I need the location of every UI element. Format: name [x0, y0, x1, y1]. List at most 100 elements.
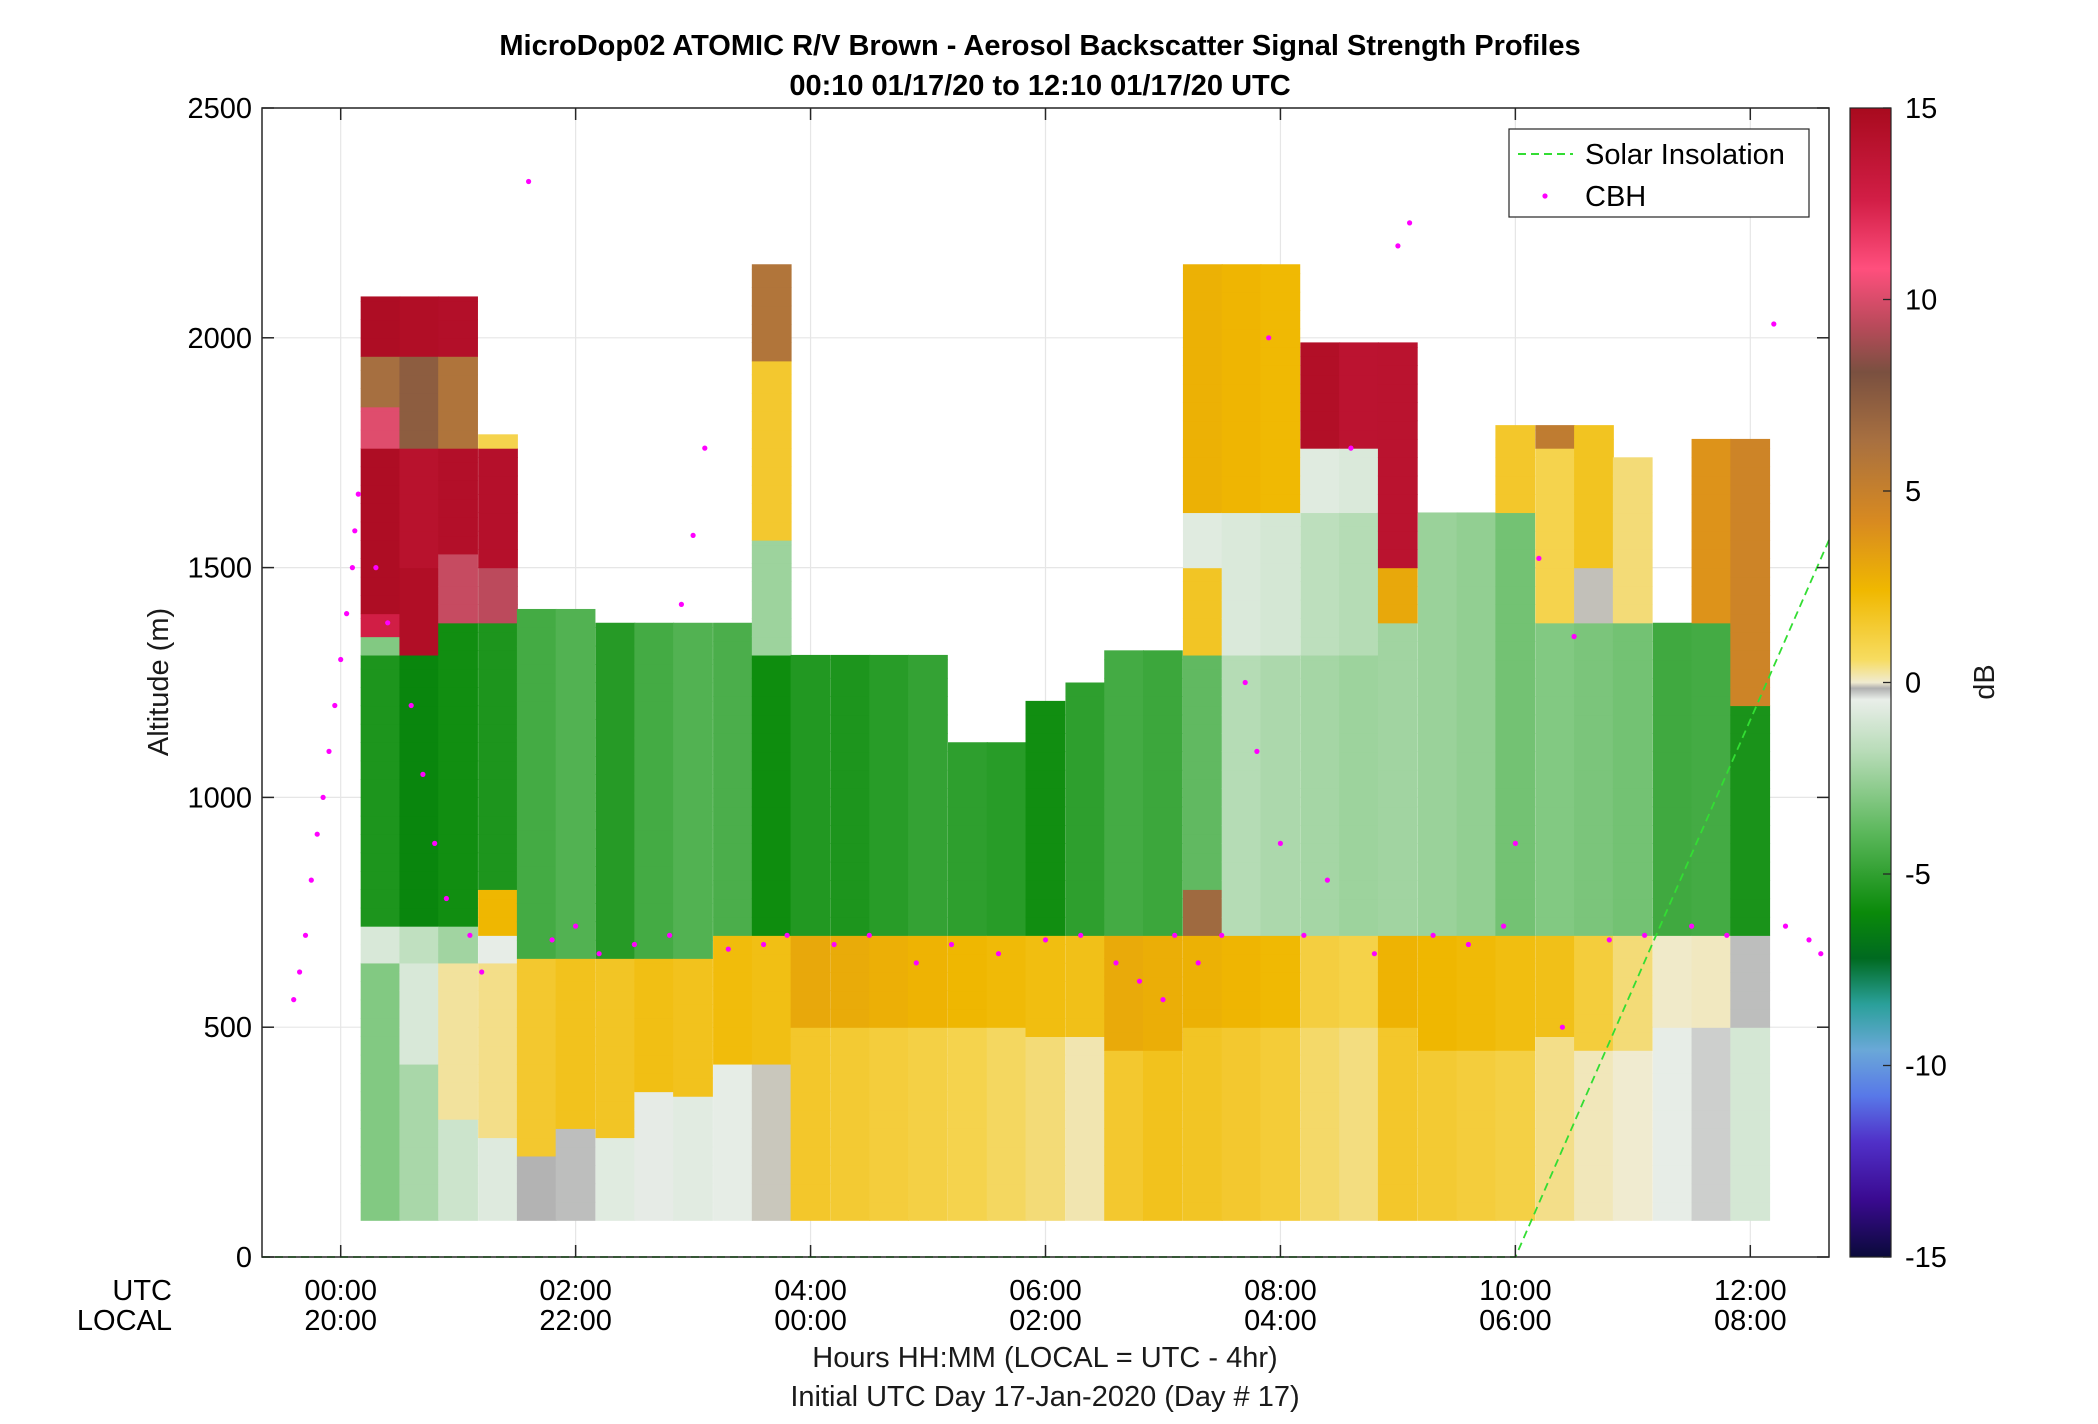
heatmap-cell: [360, 1018, 401, 1037]
heatmap-cell: [1300, 1128, 1341, 1148]
heatmap-cell: [673, 1201, 713, 1221]
heatmap-cell: [555, 958, 596, 964]
heatmap-cell: [1104, 1165, 1144, 1185]
heatmap-cell: [360, 1183, 401, 1203]
heatmap-cell: [713, 1128, 753, 1148]
heatmap-cell: [1260, 880, 1301, 900]
heatmap-cell: [1260, 310, 1301, 330]
heatmap-cell: [1652, 714, 1693, 734]
heatmap-cell: [1182, 815, 1223, 835]
heatmap-cell: [986, 953, 1027, 973]
heatmap-cell: [1260, 383, 1301, 403]
heatmap-cell: [673, 1022, 713, 1042]
heatmap-cell: [908, 824, 948, 844]
heatmap-cell: [1574, 1128, 1614, 1148]
heatmap-cell: [1300, 935, 1341, 955]
heatmap-cell: [1535, 944, 1576, 964]
heatmap-cell: [1143, 1050, 1183, 1056]
heatmap-cell: [1339, 544, 1379, 564]
heatmap-cell: [1574, 438, 1614, 458]
heatmap-cell: [948, 1054, 988, 1074]
heatmap-cell: [1456, 1183, 1497, 1203]
heatmap-cell: [1221, 563, 1262, 582]
cbh-point: [1266, 335, 1272, 341]
cbh-point: [314, 831, 320, 837]
heatmap-cell: [1065, 733, 1106, 753]
x-tick-label-local: 06:00: [1479, 1305, 1552, 1337]
heatmap-cell: [438, 797, 478, 817]
heatmap-cell: [948, 1183, 988, 1203]
heatmap-cell: [1612, 1091, 1653, 1111]
heatmap-cell: [1143, 659, 1183, 679]
heatmap-cell: [790, 714, 831, 734]
heatmap-cell: [713, 659, 753, 679]
heatmap-cell: [869, 654, 910, 661]
heatmap-cell: [1377, 1027, 1418, 1037]
heatmap-cell: [360, 636, 401, 656]
heatmap-cell: [438, 834, 478, 854]
heatmap-cell: [713, 824, 753, 844]
heatmap-cell: [595, 719, 636, 739]
heatmap-cell: [1574, 622, 1614, 642]
heatmap-cell: [1104, 769, 1144, 789]
heatmap-cell: [713, 953, 753, 973]
heatmap-cell: [1377, 1008, 1418, 1028]
heatmap-cell: [790, 751, 831, 771]
heatmap-cell: [986, 806, 1027, 826]
heatmap-cell: [634, 1146, 675, 1166]
heatmap-cell: [1652, 1091, 1693, 1111]
legend-cbh-label: CBH: [1585, 181, 1646, 213]
heatmap-cell: [438, 392, 478, 412]
heatmap-cell: [751, 788, 792, 808]
heatmap-cell: [1221, 526, 1262, 546]
heatmap-cell: [751, 751, 792, 771]
heatmap-cell: [830, 1146, 871, 1166]
heatmap-cell: [1300, 1027, 1341, 1037]
heatmap-cell: [1574, 806, 1614, 826]
cbh-point: [479, 969, 485, 975]
heatmap-cell: [399, 1073, 440, 1093]
heatmap-cell: [1456, 696, 1497, 716]
heatmap-cell: [1339, 1165, 1379, 1185]
heatmap-cell: [478, 585, 518, 605]
heatmap-cell: [1143, 1091, 1183, 1111]
heatmap-cell: [1612, 769, 1653, 789]
heatmap-cell: [1495, 1073, 1536, 1093]
colorbar-tick-label: 10: [1905, 285, 1937, 317]
heatmap-cell: [1143, 916, 1183, 936]
colorbar-label: dB: [1969, 664, 2001, 699]
heatmap-cell: [673, 1109, 713, 1129]
heatmap-cell: [1339, 990, 1379, 1010]
heatmap-cell: [1221, 751, 1262, 771]
heatmap-cell: [1300, 429, 1341, 449]
heatmap-cell: [1612, 788, 1653, 808]
heatmap-cell: [751, 540, 792, 546]
heatmap-cell: [986, 843, 1027, 863]
heatmap-cell: [751, 1146, 792, 1166]
heatmap-cell: [1456, 995, 1497, 1015]
x-axis-label-day: Initial UTC Day 17-Jan-2020 (Day # 17): [790, 1381, 1299, 1413]
heatmap-cell: [1495, 512, 1536, 532]
heatmap-cell: [1652, 1128, 1693, 1148]
heatmap-cell: [908, 935, 948, 955]
heatmap-cell: [1730, 898, 1771, 918]
heatmap-cell: [1456, 677, 1497, 697]
heatmap-cell: [555, 1018, 596, 1037]
heatmap-cell: [908, 1027, 948, 1037]
heatmap-cell: [1456, 1201, 1497, 1221]
heatmap-cell: [1730, 1073, 1771, 1093]
heatmap-cell: [1574, 1146, 1614, 1166]
heatmap-cell: [1377, 935, 1418, 955]
heatmap-cell: [1182, 668, 1223, 688]
heatmap-cell: [1730, 540, 1771, 559]
heatmap-cell: [869, 935, 910, 955]
heatmap-cell: [1339, 1008, 1379, 1028]
heatmap-cell: [399, 760, 440, 780]
heatmap-cell: [1025, 962, 1066, 982]
heatmap-cell: [713, 1027, 753, 1047]
heatmap-cell: [1143, 880, 1183, 900]
heatmap-cell: [399, 834, 440, 854]
heatmap-cell: [790, 1054, 831, 1074]
heatmap-cell: [1417, 641, 1458, 661]
heatmap-cell: [1574, 898, 1614, 918]
